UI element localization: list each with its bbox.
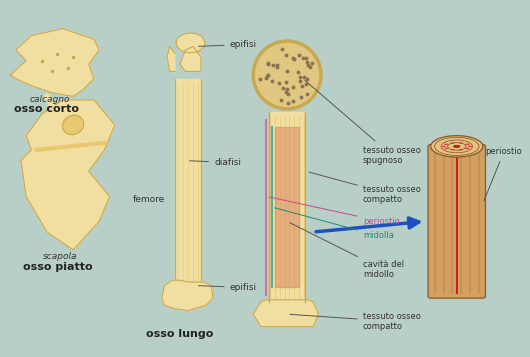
Polygon shape [21,100,115,250]
Text: osso corto: osso corto [14,105,80,115]
FancyBboxPatch shape [428,145,485,298]
Text: femore: femore [132,195,165,205]
Ellipse shape [458,149,463,151]
Text: tessuto osseo
spugnoso: tessuto osseo spugnoso [305,80,421,165]
Text: periostio: periostio [484,147,522,201]
Ellipse shape [467,146,472,147]
Polygon shape [11,29,99,96]
Ellipse shape [454,145,460,147]
Polygon shape [180,46,201,71]
Text: midolla: midolla [275,208,394,240]
Text: osso lungo: osso lungo [146,330,214,340]
Ellipse shape [431,136,483,157]
Text: epifisi: epifisi [199,283,257,292]
Text: periostio: periostio [269,197,400,226]
Text: calcagno: calcagno [29,95,70,104]
Ellipse shape [450,142,455,144]
Text: scapola: scapola [43,252,77,261]
Text: diafisi: diafisi [190,158,241,167]
Ellipse shape [458,142,463,144]
Polygon shape [167,46,175,71]
Text: osso piatto: osso piatto [23,262,92,272]
Ellipse shape [63,115,84,135]
Ellipse shape [176,33,205,53]
Text: cavità del
midollo: cavità del midollo [289,222,404,279]
Polygon shape [253,300,319,327]
Text: epifisi: epifisi [199,40,257,49]
Text: tessuto osseo
compatto: tessuto osseo compatto [290,312,421,331]
Ellipse shape [444,148,448,149]
Text: tessuto osseo
compatto: tessuto osseo compatto [309,172,421,204]
Ellipse shape [253,41,321,109]
Ellipse shape [465,148,470,149]
Ellipse shape [444,144,448,145]
Ellipse shape [441,146,446,147]
Ellipse shape [450,149,455,151]
Polygon shape [162,280,213,311]
Ellipse shape [465,144,470,145]
